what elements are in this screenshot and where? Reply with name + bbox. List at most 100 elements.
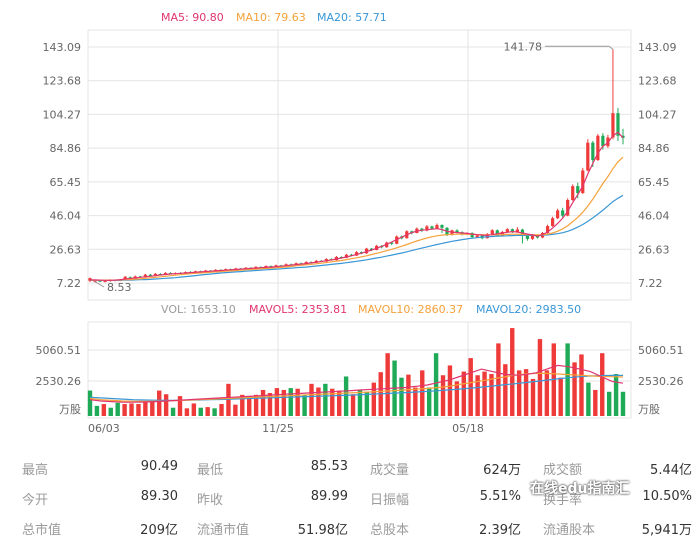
volume-bar	[288, 388, 293, 416]
volume-bar	[433, 353, 439, 416]
volume-bar	[413, 387, 418, 416]
candle-body	[430, 226, 434, 229]
price-tick-left: 26.63	[50, 243, 82, 256]
volume-bar	[496, 343, 501, 416]
volume-bar	[267, 393, 273, 416]
ma20-legend: MA20: 57.71	[317, 11, 387, 24]
volume-unit-left: 万股	[59, 403, 81, 416]
price-tick-left: 84.86	[50, 142, 82, 155]
stat-label: 换手率	[543, 493, 583, 508]
volume-bar	[364, 391, 370, 416]
volume-bar	[357, 389, 363, 416]
volume-bar	[122, 404, 127, 416]
stat-value: 89.30	[140, 489, 178, 504]
volume-bar	[510, 328, 515, 416]
volume-bar	[87, 390, 93, 416]
volume-panel-frame	[87, 321, 632, 419]
volume-bar	[620, 391, 626, 416]
price-tick-right: 26.63	[638, 243, 670, 256]
candle-body	[611, 113, 615, 138]
candle-body	[143, 274, 147, 278]
candle-body	[596, 135, 600, 161]
volume-bar	[406, 374, 411, 416]
candle-body	[571, 186, 575, 201]
volume-bar	[572, 362, 577, 416]
stat-value: 5.51%	[479, 489, 521, 504]
candle-body	[505, 229, 509, 232]
stock-chart: 143.09 143.09 123.68 123.68 104.27 104.27 84.8…	[36, 29, 684, 435]
volume-bar	[115, 402, 120, 416]
volume-bar	[177, 396, 183, 416]
volume-bar	[157, 390, 162, 416]
volume-bar	[129, 403, 134, 416]
volume-bar	[323, 383, 328, 416]
price-tick-left: 7.22	[57, 277, 82, 290]
volume-bar	[426, 387, 432, 416]
candle-body	[254, 266, 258, 269]
candle-body	[93, 280, 97, 282]
volume-bar	[274, 388, 280, 416]
candle-body	[123, 276, 127, 280]
candle-body	[344, 254, 349, 258]
watermark: 在线edu指南汇	[530, 481, 630, 497]
price-tick-left: 65.45	[50, 176, 82, 189]
candle-body	[304, 262, 308, 264]
volume-bar	[205, 407, 210, 416]
low-leader	[94, 281, 105, 288]
candle-body	[515, 229, 520, 232]
stat-label: 成交量	[370, 463, 410, 478]
candle-body	[435, 225, 439, 229]
candle-body	[284, 264, 288, 266]
candle-body	[525, 234, 530, 239]
volume-bar	[461, 371, 466, 416]
stat-label: 流通股本	[543, 523, 596, 538]
price-tick-left: 104.27	[43, 108, 82, 121]
volume-tick-right: 2530.26	[638, 375, 684, 388]
volume-bar	[385, 353, 390, 416]
candle-body	[390, 242, 394, 244]
volume-bar	[240, 394, 245, 416]
candle-body	[475, 235, 479, 238]
ma10-legend: MA10: 79.63	[236, 11, 306, 24]
x-tick-label: 05/18	[452, 422, 484, 435]
volume-bar	[143, 402, 148, 416]
stat-value: 209亿	[140, 523, 178, 538]
stat-value: 85.53	[310, 459, 348, 474]
stat-label: 最高	[22, 463, 49, 478]
stat-label: 总股本	[370, 523, 410, 538]
mavol5-legend: MAVOL5: 2353.81	[249, 303, 348, 316]
volume-bar	[219, 404, 224, 416]
candle-body	[425, 226, 429, 231]
volume-bar	[281, 389, 287, 416]
stat-value: 5,941万	[641, 523, 692, 538]
ma20-line	[90, 194, 624, 281]
volume-bar	[420, 370, 425, 416]
candle-body	[551, 218, 555, 227]
volume-bar	[475, 375, 480, 416]
volume-bar	[136, 404, 141, 416]
volume-bar	[150, 400, 155, 416]
stat-value: 624万	[483, 463, 521, 478]
stat-value: 90.49	[140, 459, 178, 474]
volume-bar	[489, 374, 494, 416]
volume-bar	[184, 408, 190, 416]
stat-label: 成交额	[543, 463, 583, 478]
volume-tick-left: 5060.51	[36, 344, 82, 357]
candle-body	[274, 265, 278, 267]
volume-bar	[593, 389, 598, 416]
volume-bar	[516, 370, 522, 416]
price-tick-right: 84.86	[638, 142, 670, 155]
volume-tick-left: 2530.26	[36, 375, 82, 388]
candle-body	[576, 186, 580, 194]
price-tick-left: 46.04	[50, 210, 82, 223]
candle-body	[621, 135, 625, 138]
volume-bar	[447, 365, 453, 416]
stat-label: 流通市值	[197, 523, 250, 538]
volume-bar	[503, 364, 508, 416]
stat-value: 2.39亿	[479, 523, 521, 538]
volume-bar	[170, 407, 176, 416]
volume-bar	[295, 388, 300, 416]
high-leader	[545, 45, 614, 50]
vol-legend: VOL: 1653.10	[161, 303, 236, 316]
candle-body	[148, 274, 152, 276]
